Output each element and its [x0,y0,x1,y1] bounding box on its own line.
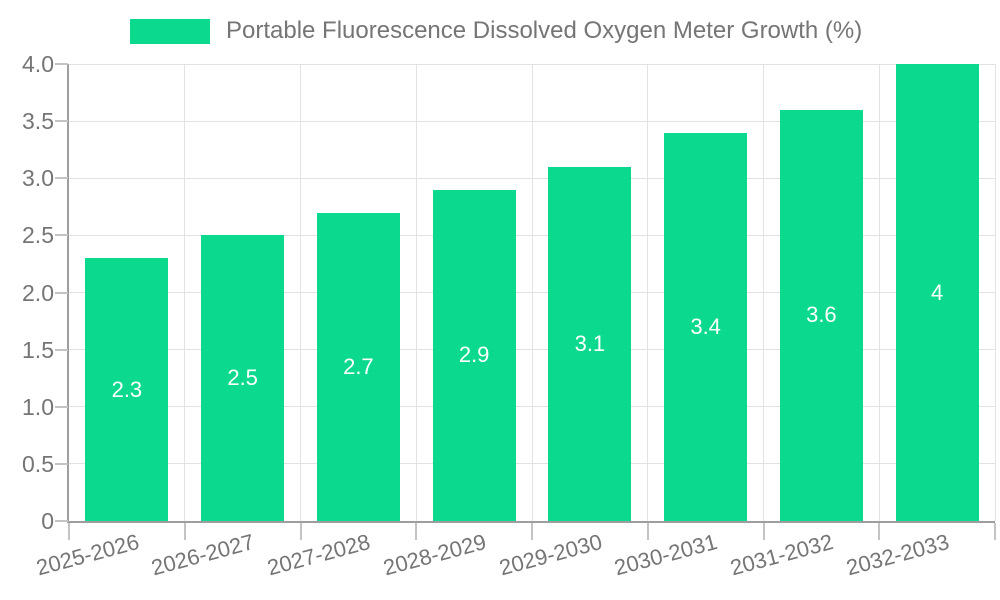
x-axis-label: 2030-2031 [611,529,721,581]
y-axis-tick [55,234,68,237]
x-axis-label: 2031-2032 [727,529,836,581]
bar[interactable]: 2.7 [316,212,400,521]
legend-label[interactable]: Portable Fluorescence Dissolved Oxygen M… [226,17,863,44]
bar-value-label: 3.1 [574,330,606,356]
x-axis-label: 2032-2033 [843,529,952,581]
legend-item[interactable]: Portable Fluorescence Dissolved Oxygen M… [130,17,862,45]
bar[interactable]: 4 [895,64,979,521]
y-axis-label: 0 [41,508,54,534]
x-axis-label: 2029-2030 [496,529,605,581]
y-axis-tick [55,177,68,180]
bar[interactable]: 2.5 [201,235,285,521]
gridline-vertical [763,64,764,521]
x-axis-label: 2026-2027 [148,529,258,581]
bar[interactable]: 2.3 [85,258,169,521]
y-axis-tick [55,348,68,351]
x-axis-tick [415,523,418,540]
y-axis-tick [55,520,68,522]
bar[interactable]: 3.4 [664,132,748,521]
x-axis-tick [183,523,186,540]
bar-value-label: 2.9 [458,342,490,368]
gridline-vertical [647,64,649,521]
y-axis-label: 2.0 [22,279,54,306]
x-axis-tick [299,523,302,540]
x-axis-tick [762,523,765,540]
y-axis-label: 1.0 [22,393,54,420]
bar[interactable]: 2.9 [432,189,516,521]
gridline-vertical [300,64,301,521]
legend-swatch-icon[interactable] [130,18,210,44]
y-axis-label: 1.5 [22,336,54,363]
bar[interactable]: 3.1 [548,166,632,521]
gridline-vertical [415,64,417,521]
gridline-vertical [531,64,533,521]
y-axis-tick [55,462,68,465]
bar-value-label: 2.7 [343,353,374,379]
gridline-vertical [994,64,996,521]
x-axis-tick [994,523,996,540]
x-axis-tick [531,523,533,540]
y-axis-label: 4.0 [22,51,54,77]
bar-value-label: 3.6 [806,302,837,328]
bar-value-label: 2.5 [227,365,258,391]
x-axis-tick [68,523,70,540]
y-axis-label: 2.5 [22,222,54,249]
gridline-vertical [184,64,186,521]
x-axis-label: 2027-2028 [264,529,373,581]
x-axis-tick [878,523,881,540]
bar-value-label: 4 [931,279,944,305]
x-axis-label: 2028-2029 [380,529,489,581]
y-axis-label: 3.5 [22,108,54,135]
y-axis-tick [55,405,68,408]
bar[interactable]: 3.6 [779,109,863,521]
y-axis-label: 3.0 [22,165,54,192]
plot-area: 2.3 2.5 2.7 2.9 3.1 3.4 3.6 4 [67,63,996,523]
gridline-vertical [878,64,880,521]
bar-value-label: 3.4 [690,313,721,339]
y-axis-tick [55,120,68,123]
y-axis-tick [55,63,68,65]
bar-value-label: 2.3 [111,376,143,402]
y-axis-tick [55,291,68,294]
y-axis-label: 0.5 [22,450,54,477]
x-axis-tick [646,523,649,540]
x-axis-label: 2025-2026 [33,529,142,581]
